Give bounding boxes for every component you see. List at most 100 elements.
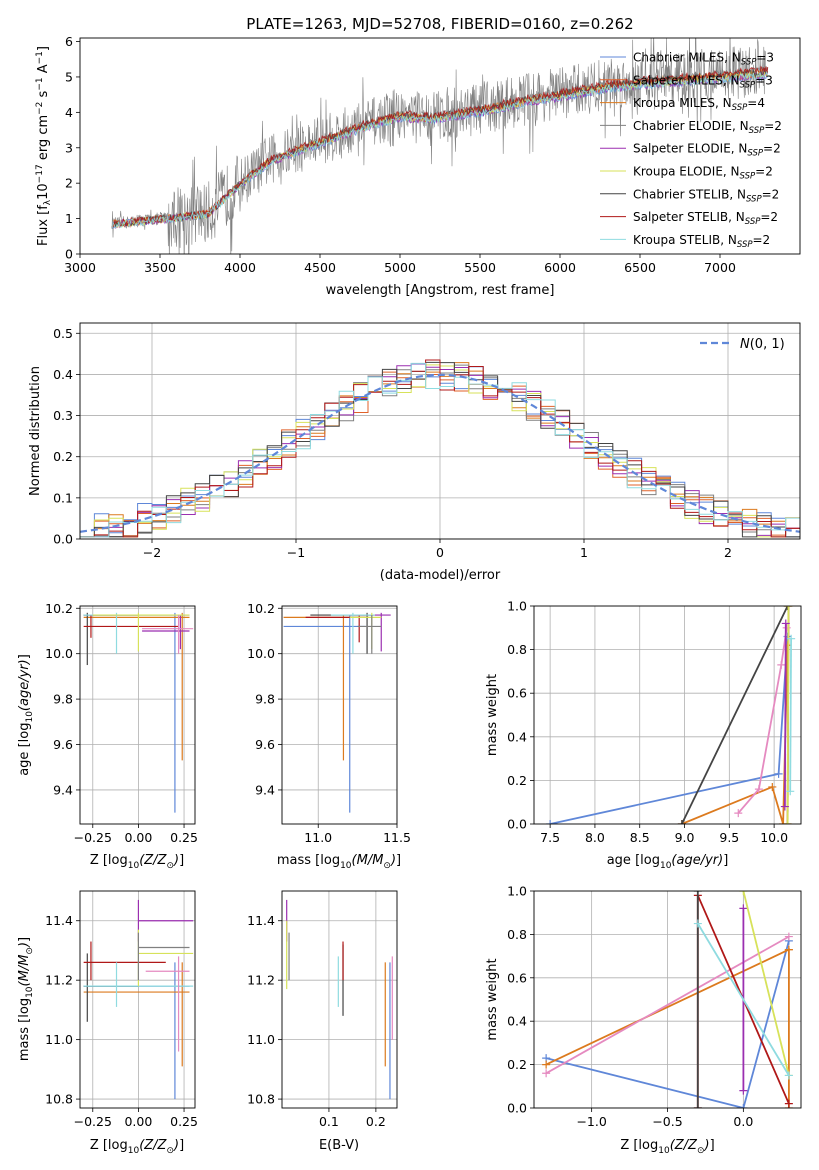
weight-line [784, 623, 787, 807]
x-tick-label: −0.25 [74, 1114, 112, 1129]
panel-spectrum: 3000 3500 4000 4500 5000 5500 6000 6500 7000 0 1 2 3… [35, 34, 801, 298]
legend-label: Salpeter MILES, NSSP=3 [633, 73, 773, 90]
label-part: mass [log [277, 853, 340, 868]
x-tick-label: 6000 [544, 260, 576, 275]
weight-marker [784, 1099, 793, 1108]
x-tick-label: −0.25 [74, 830, 112, 845]
y-tick-label: 10.8 [247, 1092, 275, 1107]
legend-label-tail: =2 [763, 142, 781, 156]
weight-line [545, 948, 790, 1108]
legend-label-tail: =2 [762, 187, 780, 201]
legend-label-tail: (0, 1) [750, 337, 785, 352]
legend-label-sub: SSP [747, 149, 763, 159]
y-tick-label: 11.2 [45, 973, 73, 988]
x-tick-label: 8.5 [630, 830, 650, 845]
y-tick-label: 0.4 [53, 367, 73, 382]
model-spectrum-line [111, 70, 769, 229]
weight-line [545, 935, 790, 1075]
y-tick-label: 0.4 [507, 729, 527, 744]
label-sub: 10 [660, 861, 672, 871]
legend-label-sub: SSP [740, 80, 756, 90]
y-tick-label: 9.6 [53, 737, 73, 752]
x-tick-label: 0.25 [170, 1114, 198, 1129]
label-sub: ⊙ [383, 861, 391, 871]
legend-label: N(0, 1) [740, 337, 785, 352]
label-part: ] [17, 937, 32, 942]
legend-label-sub: SSP [732, 103, 748, 113]
legend-label-tail: =3 [755, 73, 773, 87]
label-part: ] [396, 853, 401, 868]
y-tick-label: 0.0 [53, 532, 73, 547]
y-tick-label: 0.8 [507, 927, 527, 942]
weight-marker [774, 769, 783, 778]
weight-line [789, 638, 792, 792]
x-tick-label: 9.5 [719, 830, 739, 845]
y-tick-label: 0.2 [507, 773, 527, 788]
x-axis-label: age [log10(age/yr)] [607, 853, 729, 871]
weight-marker [780, 802, 789, 811]
x-tick-label: 0.2 [366, 1114, 386, 1129]
y-tick-label: 0.6 [507, 970, 527, 985]
plot-area-age-vs-Z [80, 606, 195, 824]
weight-marker [783, 606, 792, 610]
y-axis-label: mass weight [485, 958, 500, 1040]
label-part: ) [390, 853, 396, 868]
y-tick-label: 0.1 [53, 490, 73, 505]
weight-marker [784, 1071, 793, 1080]
legend-label-tail: =2 [753, 233, 771, 247]
weight-marker [739, 1086, 748, 1095]
y-axis-label-part: −1 [35, 51, 45, 64]
legend-label-tail: =2 [764, 119, 782, 133]
y-tick-label: 5 [65, 69, 73, 84]
x-tick-label: 10.0 [760, 830, 788, 845]
plot-area-weight-vs-Z [534, 891, 801, 1108]
y-tick-label: 4 [65, 105, 73, 120]
y-axis-label-part: −17 [35, 164, 45, 183]
label-sub: 10 [25, 711, 35, 723]
y-tick-label: 1.0 [507, 599, 527, 614]
y-axis-label-part: A [36, 64, 51, 77]
label-sub: ⊙ [166, 861, 174, 871]
x-tick-label: 5500 [464, 260, 496, 275]
weight-line [737, 627, 788, 814]
legend-label-main: Chabrier MILES, N [633, 51, 741, 65]
legend: N(0, 1) [700, 337, 785, 352]
legend-label: Kroupa STELIB, NSSP=2 [633, 233, 770, 250]
weight-marker [693, 891, 702, 895]
label-part: ) [173, 853, 179, 868]
label-sub: 10 [25, 986, 35, 998]
x-tick-label: 2 [724, 545, 732, 560]
x-tick-label: 7000 [704, 260, 736, 275]
residual-histogram [80, 362, 800, 539]
y-tick-label: 11.4 [45, 913, 73, 928]
label-part: ] [179, 853, 184, 868]
axes-frame [533, 890, 802, 1109]
legend-label-tail: =3 [756, 51, 774, 65]
y-tick-label: 9.6 [255, 737, 275, 752]
y-axis-label-part: 10 [36, 183, 51, 200]
plot-area-residuals [80, 323, 800, 539]
weight-line [680, 606, 789, 824]
legend-label: Chabrier STELIB, NSSP=2 [633, 187, 779, 204]
weight-marker [542, 1060, 551, 1069]
y-axis-label-part: −2 [35, 102, 45, 115]
label-part: ] [710, 1138, 715, 1153]
y-tick-label: 11.2 [247, 973, 275, 988]
weight-line [742, 891, 790, 1076]
weight-marker [784, 932, 793, 941]
y-axis-label: mass [log10(M/M⊙)] [17, 937, 35, 1061]
legend-label: Kroupa MILES, NSSP=4 [633, 96, 765, 113]
label-part: (Z/Z [139, 1138, 167, 1153]
weight-marker [734, 809, 743, 818]
legend-label-main: Kroupa MILES, N [633, 96, 732, 110]
y-tick-label: 11.0 [247, 1032, 275, 1047]
x-tick-label: 3500 [144, 260, 176, 275]
legend-label: Chabrier MILES, NSSP=3 [633, 51, 774, 68]
x-tick-label: −1 [287, 545, 305, 560]
y-tick-label: 11.0 [45, 1032, 73, 1047]
legend-label-main: Salpeter STELIB, N [633, 210, 745, 224]
label-part: (M/M [352, 853, 384, 868]
